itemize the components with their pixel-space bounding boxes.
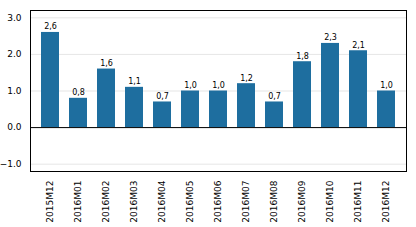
svg-text:1,0: 1,0 (184, 81, 197, 90)
svg-text:1,2: 1,2 (240, 74, 253, 83)
svg-text:2.0: 2.0 (7, 49, 22, 59)
svg-text:1,0: 1,0 (212, 81, 225, 90)
svg-text:1,8: 1,8 (296, 52, 309, 61)
svg-text:2016M03: 2016M03 (129, 181, 139, 223)
svg-text:0,8: 0,8 (72, 88, 85, 97)
svg-text:1,6: 1,6 (100, 59, 113, 68)
svg-text:0.0: 0.0 (7, 122, 22, 132)
svg-text:1,0: 1,0 (380, 81, 393, 90)
svg-text:0,7: 0,7 (156, 92, 169, 101)
svg-text:0,7: 0,7 (268, 92, 281, 101)
svg-text:2016M01: 2016M01 (73, 181, 83, 223)
svg-text:2015M12: 2015M12 (45, 181, 55, 223)
svg-text:1.0: 1.0 (7, 86, 22, 96)
svg-text:2016M10: 2016M10 (325, 180, 335, 222)
svg-text:−1.0: −1.0 (0, 159, 22, 169)
svg-text:2,6: 2,6 (44, 22, 57, 31)
svg-text:2016M11: 2016M11 (353, 181, 363, 223)
svg-text:1,1: 1,1 (128, 77, 141, 86)
svg-text:2016M05: 2016M05 (185, 181, 195, 223)
svg-text:2016M02: 2016M02 (101, 181, 111, 223)
svg-text:3.0: 3.0 (7, 13, 22, 23)
svg-text:2016M06: 2016M06 (213, 180, 223, 222)
svg-text:2016M04: 2016M04 (157, 180, 167, 222)
svg-text:2016M12: 2016M12 (381, 181, 391, 223)
svg-text:2,3: 2,3 (324, 33, 337, 42)
svg-text:2016M07: 2016M07 (241, 181, 251, 223)
svg-text:2016M09: 2016M09 (297, 180, 307, 222)
svg-text:2,1: 2,1 (352, 41, 365, 50)
svg-text:2016M08: 2016M08 (269, 180, 279, 222)
